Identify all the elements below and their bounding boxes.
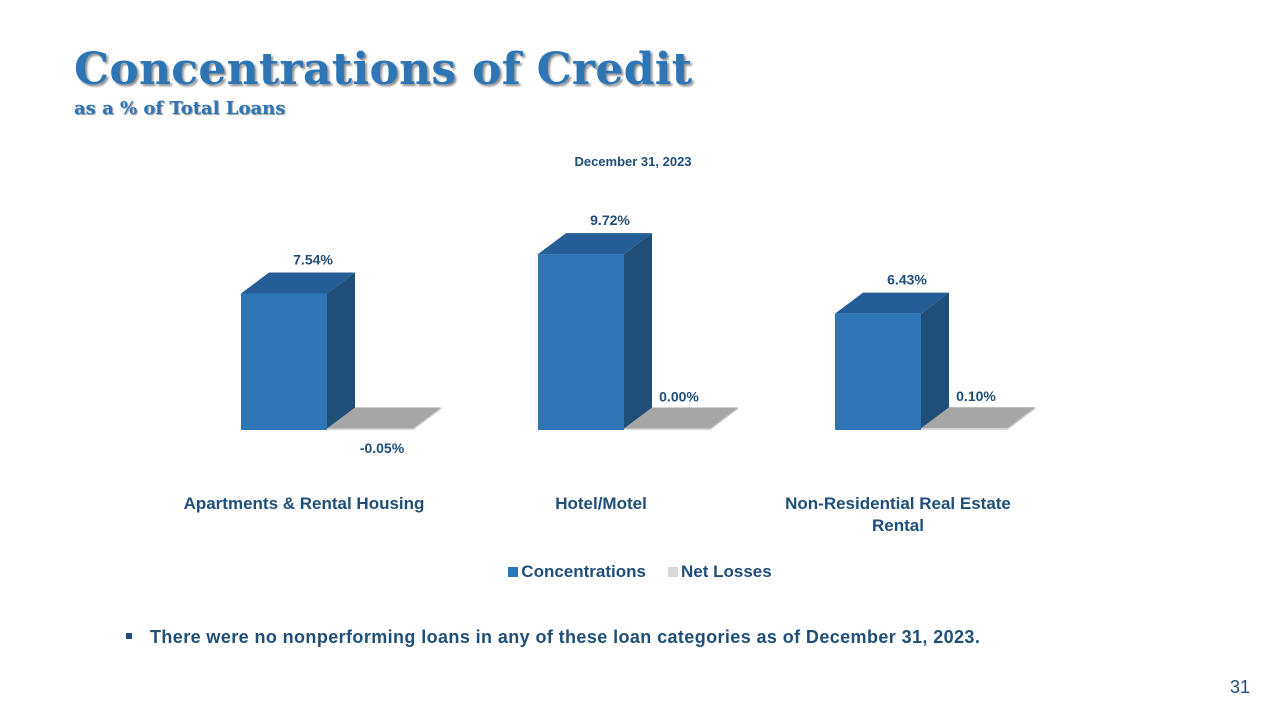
concentrations-bar-chart: December 31, 2023 7.54% -0.05% Apartments &… <box>184 154 1035 535</box>
data-label-net-losses-apartments-rental-housing: -0.05% <box>360 440 405 456</box>
bar-top-apartments-rental-housing <box>241 272 355 294</box>
category-label-hotel-motel: Hotel/Motel <box>555 494 647 513</box>
legend-label-concentrations: Concentrations <box>521 562 646 581</box>
bar-top-net-losses-non-residential-real-estate-rental <box>921 407 1035 429</box>
bar-side-non-residential-real-estate-rental <box>921 292 949 430</box>
data-label-concentrations-hotel-motel: 9.72% <box>590 212 630 228</box>
data-label-concentrations-apartments-rental-housing: 7.54% <box>293 252 333 268</box>
chart-title: December 31, 2023 <box>574 154 691 169</box>
chart-legend: Concentrations Net Losses <box>0 562 1280 582</box>
bar-net-losses-apartments-rental-housing <box>327 428 413 430</box>
slide-subtitle: as a % of Total Loans <box>74 98 286 119</box>
bar-concentrations-apartments-rental-housing <box>241 293 327 430</box>
data-label-concentrations-non-residential-real-estate-rental: 6.43% <box>887 272 927 288</box>
legend-item-net-losses: Net Losses <box>667 562 772 582</box>
legend-swatch-net-losses <box>667 567 678 577</box>
bar-net-losses-hotel-motel <box>624 428 710 430</box>
bar-concentrations-hotel-motel <box>538 254 624 430</box>
page-number: 31 <box>1229 677 1250 697</box>
category-label-non-residential-real-estate-rental: Non-Residential Real Estate Rental <box>785 494 1011 535</box>
legend-label-net-losses: Net Losses <box>680 562 772 581</box>
bullet-icon <box>126 632 132 639</box>
legend-item-concentrations: Concentrations <box>508 562 646 582</box>
footnote-text: There were no nonperforming loans in any… <box>150 627 981 647</box>
slide-title: Concentrations of Credit <box>74 44 693 95</box>
data-label-net-losses-non-residential-real-estate-rental: 0.10% <box>956 388 996 404</box>
bar-concentrations-non-residential-real-estate-rental <box>835 313 921 430</box>
category-label-apartments-rental-housing: Apartments & Rental Housing <box>184 494 425 513</box>
legend-swatch-concentrations <box>508 567 519 577</box>
bar-top-net-losses-hotel-motel <box>624 407 738 429</box>
bar-top-non-residential-real-estate-rental <box>835 292 949 314</box>
data-label-net-losses-hotel-motel: 0.00% <box>659 389 699 405</box>
bar-side-net-losses-non-residential-real-estate-rental <box>1007 407 1035 430</box>
footnote: There were no nonperforming loans in any… <box>126 627 980 648</box>
bar-top-net-losses-apartments-rental-housing <box>327 407 441 429</box>
bar-side-net-losses-hotel-motel <box>710 407 738 430</box>
bar-net-losses-non-residential-real-estate-rental <box>921 428 1007 430</box>
bar-side-hotel-motel <box>624 233 652 430</box>
bar-side-net-losses-apartments-rental-housing <box>413 407 441 430</box>
bar-side-apartments-rental-housing <box>327 272 355 430</box>
bar-top-hotel-motel <box>538 233 652 255</box>
